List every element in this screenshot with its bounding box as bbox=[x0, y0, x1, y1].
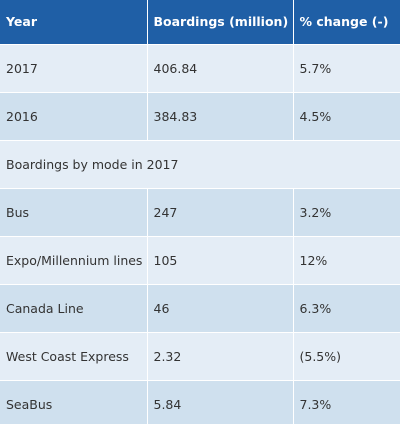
row-label: Canada Line bbox=[0, 284, 148, 333]
row-change: 12% bbox=[293, 236, 400, 285]
table-header-row: Year Boardings (million) % change (-) bbox=[0, 0, 400, 45]
row-change: 6.3% bbox=[293, 284, 400, 333]
row-boardings: 384.83 bbox=[147, 92, 294, 141]
row-boardings: 406.84 bbox=[147, 44, 294, 93]
table-row: Expo/Millennium lines 105 12% bbox=[0, 236, 400, 285]
row-label: Bus bbox=[0, 188, 148, 237]
table-row: 2016 384.83 4.5% bbox=[0, 92, 400, 141]
table-row: Bus 247 3.2% bbox=[0, 188, 400, 237]
table-row: West Coast Express 2.32 (5.5%) bbox=[0, 332, 400, 381]
row-change: (5.5%) bbox=[293, 332, 400, 381]
table-row: Canada Line 46 6.3% bbox=[0, 284, 400, 333]
section-title: Boardings by mode in 2017 bbox=[0, 140, 400, 189]
row-boardings: 247 bbox=[147, 188, 294, 237]
row-change: 3.2% bbox=[293, 188, 400, 237]
row-boardings: 5.84 bbox=[147, 380, 294, 424]
row-label: SeaBus bbox=[0, 380, 148, 424]
row-change: 7.3% bbox=[293, 380, 400, 424]
header-change: % change (-) bbox=[293, 0, 400, 45]
row-label: 2016 bbox=[0, 92, 148, 141]
header-boardings: Boardings (million) bbox=[147, 0, 294, 45]
row-boardings: 2.32 bbox=[147, 332, 294, 381]
row-label: 2017 bbox=[0, 44, 148, 93]
row-label: West Coast Express bbox=[0, 332, 148, 381]
row-boardings: 46 bbox=[147, 284, 294, 333]
row-label: Expo/Millennium lines bbox=[0, 236, 148, 285]
row-change: 4.5% bbox=[293, 92, 400, 141]
row-boardings: 105 bbox=[147, 236, 294, 285]
table-row: SeaBus 5.84 7.3% bbox=[0, 380, 400, 424]
section-row: Boardings by mode in 2017 bbox=[0, 140, 400, 189]
table-row: 2017 406.84 5.7% bbox=[0, 44, 400, 93]
row-change: 5.7% bbox=[293, 44, 400, 93]
header-year: Year bbox=[0, 0, 148, 45]
